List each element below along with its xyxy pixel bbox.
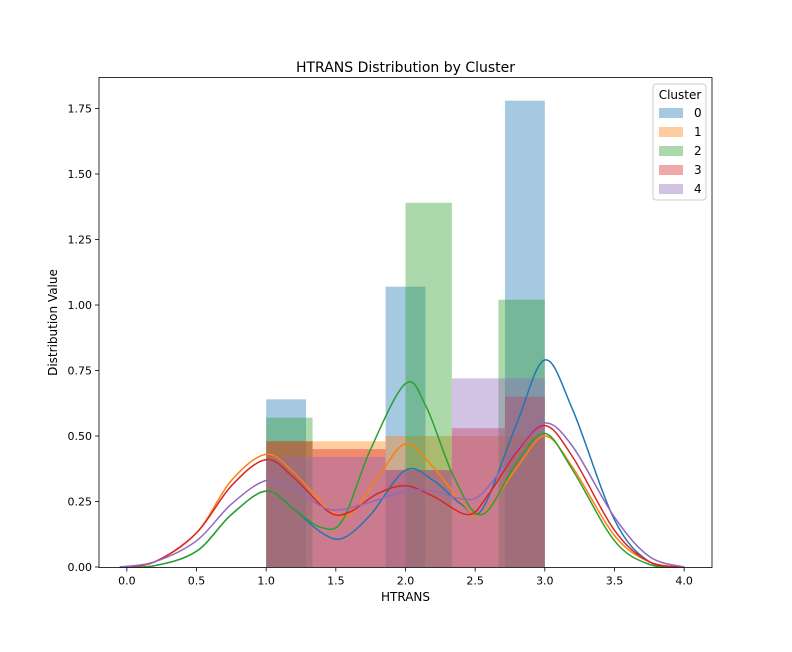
x-axis-ticks: 0.0 0.5 1.0 1.5 2.0 2.5 3.0 3.5 4.0 — [118, 567, 693, 588]
bar-cluster-1-1 — [312, 441, 386, 567]
y-tick-label: 0.00 — [68, 561, 93, 574]
x-tick-label: 3.5 — [606, 575, 624, 588]
legend-swatch-1 — [659, 127, 683, 137]
bars-cluster-2 — [266, 202, 545, 567]
legend-title: Cluster — [659, 88, 702, 102]
bar-cluster-4-2 — [385, 470, 452, 567]
legend-swatch-0 — [659, 108, 683, 118]
bar-cluster-0-2 — [504, 100, 545, 567]
kde-line-cluster-4 — [119, 422, 685, 568]
y-tick-label: 1.25 — [68, 234, 93, 247]
y-tick-label: 0.75 — [68, 365, 93, 378]
legend-label-0: 0 — [694, 106, 702, 120]
legend-label-3: 3 — [694, 163, 702, 177]
plot-area — [119, 100, 685, 568]
bar-cluster-4-0 — [266, 456, 313, 567]
x-tick-label: 4.0 — [675, 575, 693, 588]
y-tick-label: 1.75 — [68, 103, 93, 116]
legend-box — [652, 83, 707, 201]
bar-cluster-3-0 — [266, 441, 313, 567]
y-tick-label: 1.50 — [68, 168, 93, 181]
chart-title: HTRANS Distribution by Cluster — [296, 60, 515, 76]
bar-cluster-1-3 — [451, 436, 545, 567]
legend: Cluster 0 1 2 3 4 — [652, 83, 707, 201]
y-tick-label: 1.00 — [68, 299, 93, 312]
bar-cluster-4-3 — [451, 378, 505, 567]
bars-cluster-0 — [266, 100, 545, 567]
bars-cluster-1 — [266, 436, 545, 567]
y-axis-label: Distribution Value — [46, 269, 60, 376]
bar-cluster-2-2 — [498, 299, 545, 567]
x-tick-label: 0.5 — [188, 575, 206, 588]
bar-cluster-4-4 — [504, 378, 545, 567]
bar-cluster-2-1 — [405, 202, 452, 567]
legend-swatch-4 — [659, 184, 683, 194]
y-tick-label: 0.25 — [68, 496, 93, 509]
x-tick-label: 3.0 — [536, 575, 554, 588]
kde-line-cluster-1 — [119, 435, 685, 568]
legend-label-1: 1 — [694, 125, 702, 139]
x-tick-label: 2.0 — [397, 575, 415, 588]
bar-cluster-0-1 — [385, 286, 426, 567]
x-tick-label: 2.5 — [466, 575, 484, 588]
kde-line-cluster-3 — [119, 424, 685, 568]
x-tick-label: 0.0 — [118, 575, 136, 588]
y-tick-label: 0.50 — [68, 430, 93, 443]
bar-cluster-1-0 — [266, 441, 313, 567]
y-axis-ticks: 0.00 0.25 0.50 0.75 1.00 1.25 1.50 1.75 — [68, 103, 99, 574]
x-tick-label: 1.5 — [327, 575, 345, 588]
legend-swatch-2 — [659, 146, 683, 156]
x-axis-label: HTRANS — [381, 590, 430, 604]
legend-swatch-3 — [659, 165, 683, 175]
legend-label-4: 4 — [694, 182, 702, 196]
legend-label-2: 2 — [694, 144, 702, 158]
x-tick-label: 1.0 — [257, 575, 275, 588]
bar-cluster-1-2 — [385, 436, 452, 567]
kde-line-cluster-2 — [119, 381, 685, 568]
